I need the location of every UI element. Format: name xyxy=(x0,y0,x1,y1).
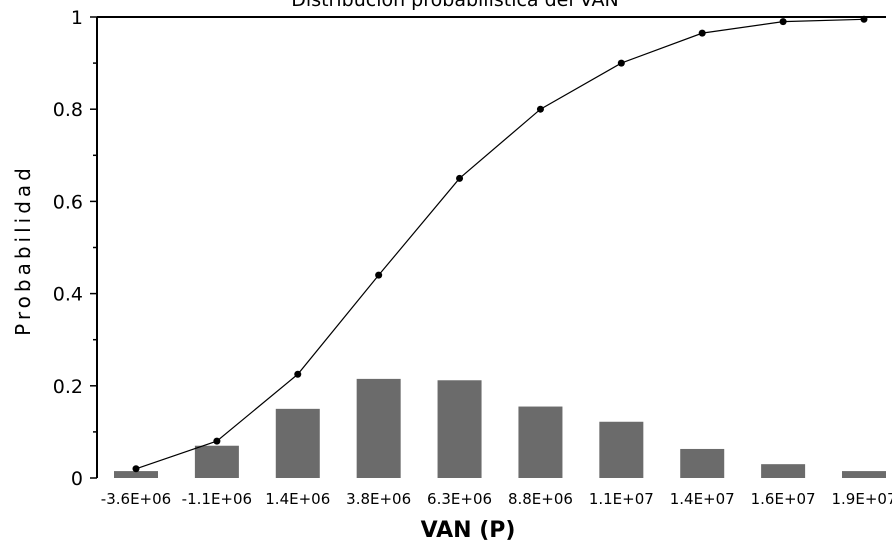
cumulative-point xyxy=(779,18,787,26)
x-tick-label: 1.1E+07 xyxy=(589,490,654,508)
bar xyxy=(114,471,158,478)
y-tick-label: 0.4 xyxy=(53,284,83,306)
cumulative-point xyxy=(294,370,302,378)
y-tick-label: 0 xyxy=(71,468,83,490)
cumulative-line xyxy=(132,15,868,473)
y-tick-label: 0.8 xyxy=(53,99,83,121)
bar xyxy=(599,421,644,478)
y-tick-label: 0.2 xyxy=(53,376,83,398)
bar xyxy=(518,406,563,478)
x-tick-label: 8.8E+06 xyxy=(508,490,573,508)
cumulative-point xyxy=(536,105,544,113)
cumulative-point xyxy=(698,29,706,37)
cumulative-point xyxy=(860,15,868,23)
bar xyxy=(680,448,725,478)
cumulative-point xyxy=(213,437,221,445)
axes xyxy=(90,16,886,479)
x-axis-label: VAN (P) xyxy=(421,518,516,543)
bars xyxy=(114,378,886,478)
x-tick-label: 1.4E+06 xyxy=(265,490,330,508)
bar xyxy=(842,471,886,478)
bar xyxy=(275,408,320,478)
x-tick-label: -3.6E+06 xyxy=(101,490,171,508)
bar xyxy=(761,464,806,478)
cumulative-point xyxy=(375,271,383,279)
y-tick-labels: 0 0.2 0.4 0.6 0.8 1 xyxy=(53,7,83,490)
x-tick-label: 3.8E+06 xyxy=(346,490,411,508)
cumulative-point xyxy=(132,465,140,473)
cumulative-line-path xyxy=(135,18,865,470)
x-tick-labels: -3.6E+06 -1.1E+06 1.4E+06 3.8E+06 6.3E+06 8.8… xyxy=(101,490,892,508)
x-tick-label: 1.9E+07 xyxy=(832,490,892,508)
chart-title: Distribución probabilística del VAN xyxy=(291,0,618,11)
x-tick-label: 1.4E+07 xyxy=(670,490,735,508)
cumulative-point xyxy=(617,59,625,67)
y-tick-label: 0.6 xyxy=(53,191,83,213)
bar xyxy=(437,380,482,478)
x-tick-label: 6.3E+06 xyxy=(427,490,492,508)
y-axis-label: Probabilidad xyxy=(11,164,35,336)
cumulative-point xyxy=(456,174,464,182)
bar xyxy=(194,445,239,478)
y-tick-label: 1 xyxy=(71,7,83,29)
bar xyxy=(356,378,401,478)
x-tick-label: 1.6E+07 xyxy=(751,490,816,508)
x-tick-label: -1.1E+06 xyxy=(182,490,252,508)
